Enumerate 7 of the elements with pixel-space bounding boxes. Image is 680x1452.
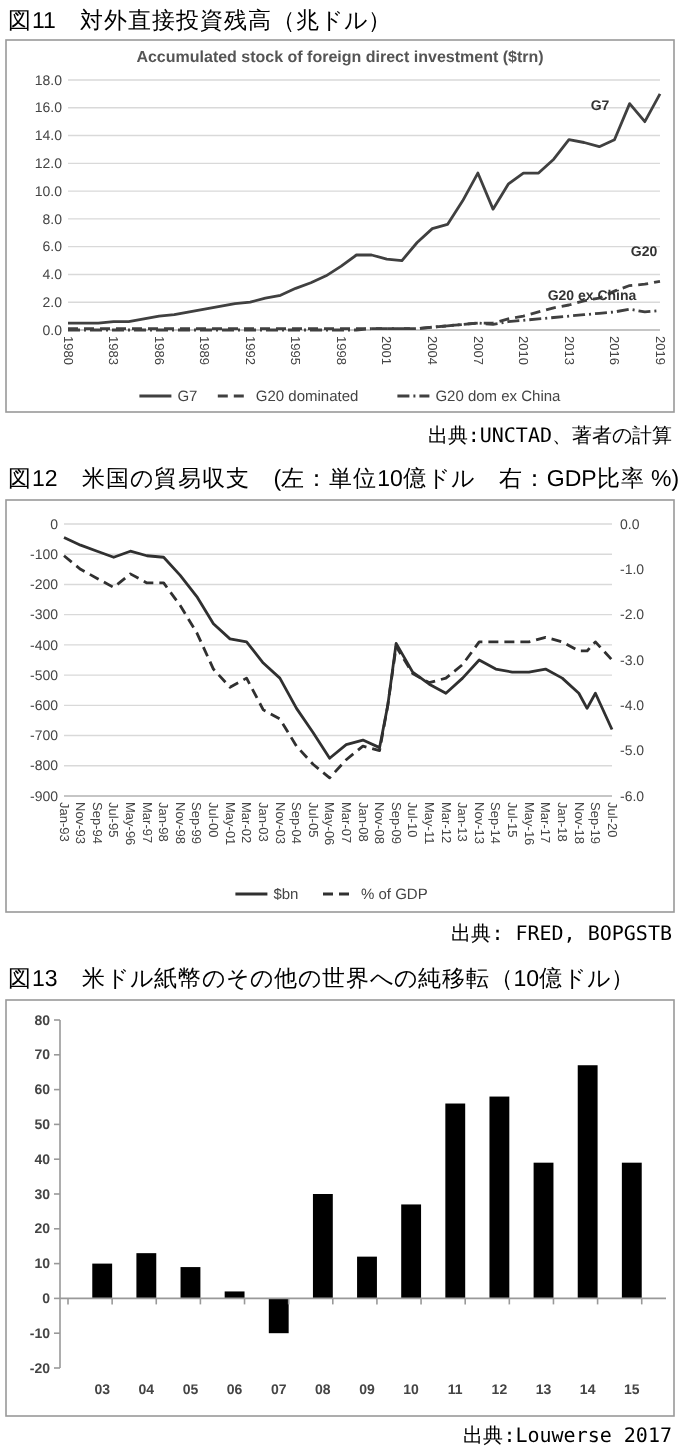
chart-title: 図11 対外直接投資残高（兆ドル） <box>8 6 392 34</box>
source-note: 出典: FRED, BOPGSTB <box>451 922 672 946</box>
chart-title: 図12 米国の貿易収支 (左：単位10億ドル 右：GDP比率 %) <box>8 464 680 492</box>
source-note: 出典:UNCTAD、著者の計算 <box>427 424 672 448</box>
chart-subtitle: Accumulated stock of foreign direct investment ($trn) <box>136 48 545 66</box>
chart-title: 図13 米ドル紙幣のその他の世界への純移転（10億ドル） <box>8 964 636 992</box>
source-note: 出典:Louwerse 2017 <box>463 1424 672 1448</box>
